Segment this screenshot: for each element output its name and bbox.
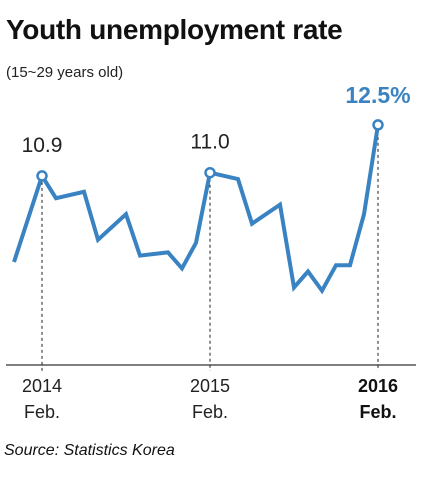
chart-title: Youth unemployment rate	[6, 14, 343, 45]
x-tick-month-1: Feb.	[192, 402, 228, 422]
data-point-0	[36, 170, 48, 182]
x-tick-year-1: 2015	[190, 376, 230, 396]
source-note: Source: Statistics Korea	[4, 442, 175, 459]
x-tick-month-2: Feb.	[359, 402, 396, 422]
x-tick-month-0: Feb.	[24, 402, 60, 422]
x-tick-year-2: 2016	[358, 376, 398, 396]
data-label-1: 11.0	[190, 131, 229, 154]
x-tick-year-0: 2014	[22, 376, 62, 396]
data-label-0: 10.9	[22, 134, 63, 157]
data-label-2: 12.5%	[345, 82, 410, 108]
data-point-1	[204, 166, 216, 179]
chart-subtitle: (15~29 years old)	[6, 64, 124, 81]
data-point-2	[372, 119, 384, 131]
